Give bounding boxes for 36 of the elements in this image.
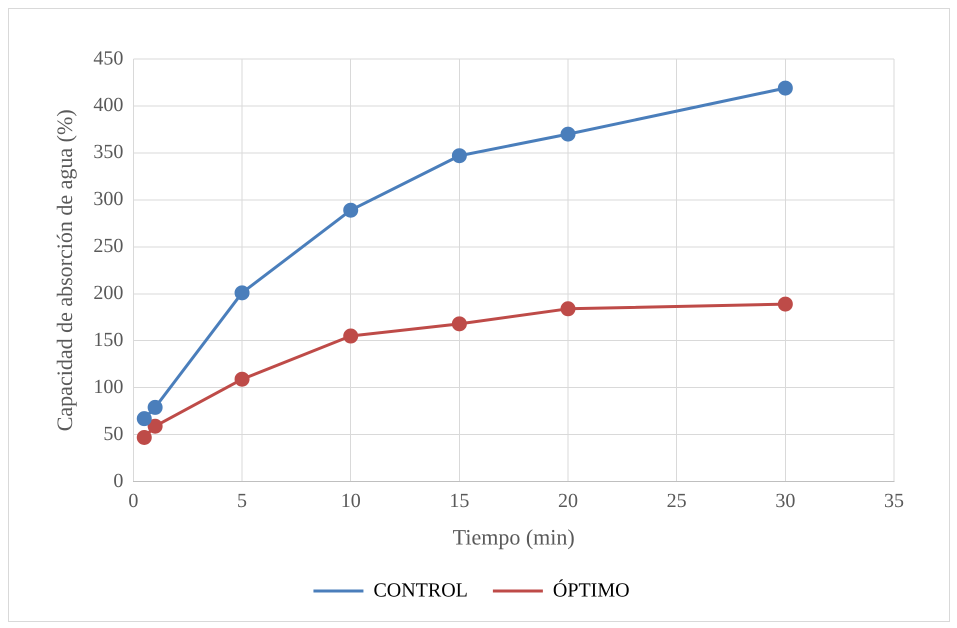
- legend-label: CONTROL: [373, 579, 468, 602]
- y-tick-label: 200: [93, 282, 124, 304]
- point: [234, 285, 250, 300]
- point: [778, 296, 793, 312]
- x-tick-label: 15: [449, 490, 470, 512]
- point: [148, 400, 163, 415]
- point: [136, 430, 152, 445]
- y-tick-label: 50: [103, 422, 124, 445]
- y-tick-label: 250: [93, 235, 124, 258]
- y-tick-label: 100: [93, 376, 124, 398]
- point: [778, 80, 793, 96]
- y-tick-label: 350: [93, 141, 124, 164]
- x-axis-title: Tiempo (min): [452, 524, 575, 550]
- x-tick-label: 35: [884, 490, 904, 512]
- legend-label: ÓPTIMO: [552, 578, 630, 602]
- x-tick-label: 10: [340, 490, 361, 512]
- point: [234, 372, 250, 387]
- y-tick-label: 300: [93, 188, 124, 210]
- x-tick-label: 5: [237, 490, 248, 512]
- y-tick-label: 450: [93, 47, 124, 70]
- point: [560, 301, 576, 316]
- y-tick-label: 150: [93, 328, 124, 351]
- point: [560, 126, 576, 142]
- point: [343, 202, 358, 218]
- x-tick-label: 0: [128, 490, 138, 512]
- point: [136, 411, 152, 426]
- x-tick-label: 30: [775, 490, 796, 512]
- x-tick-label: 25: [666, 490, 687, 512]
- point: [452, 316, 467, 332]
- point: [148, 418, 163, 434]
- x-tick-label: 20: [558, 490, 578, 512]
- point: [452, 148, 467, 164]
- y-axis-title: Capacidad de absorción de agua (%): [52, 109, 77, 432]
- point: [343, 328, 358, 344]
- y-tick-label: 0: [113, 470, 124, 492]
- y-tick-label: 400: [93, 94, 124, 116]
